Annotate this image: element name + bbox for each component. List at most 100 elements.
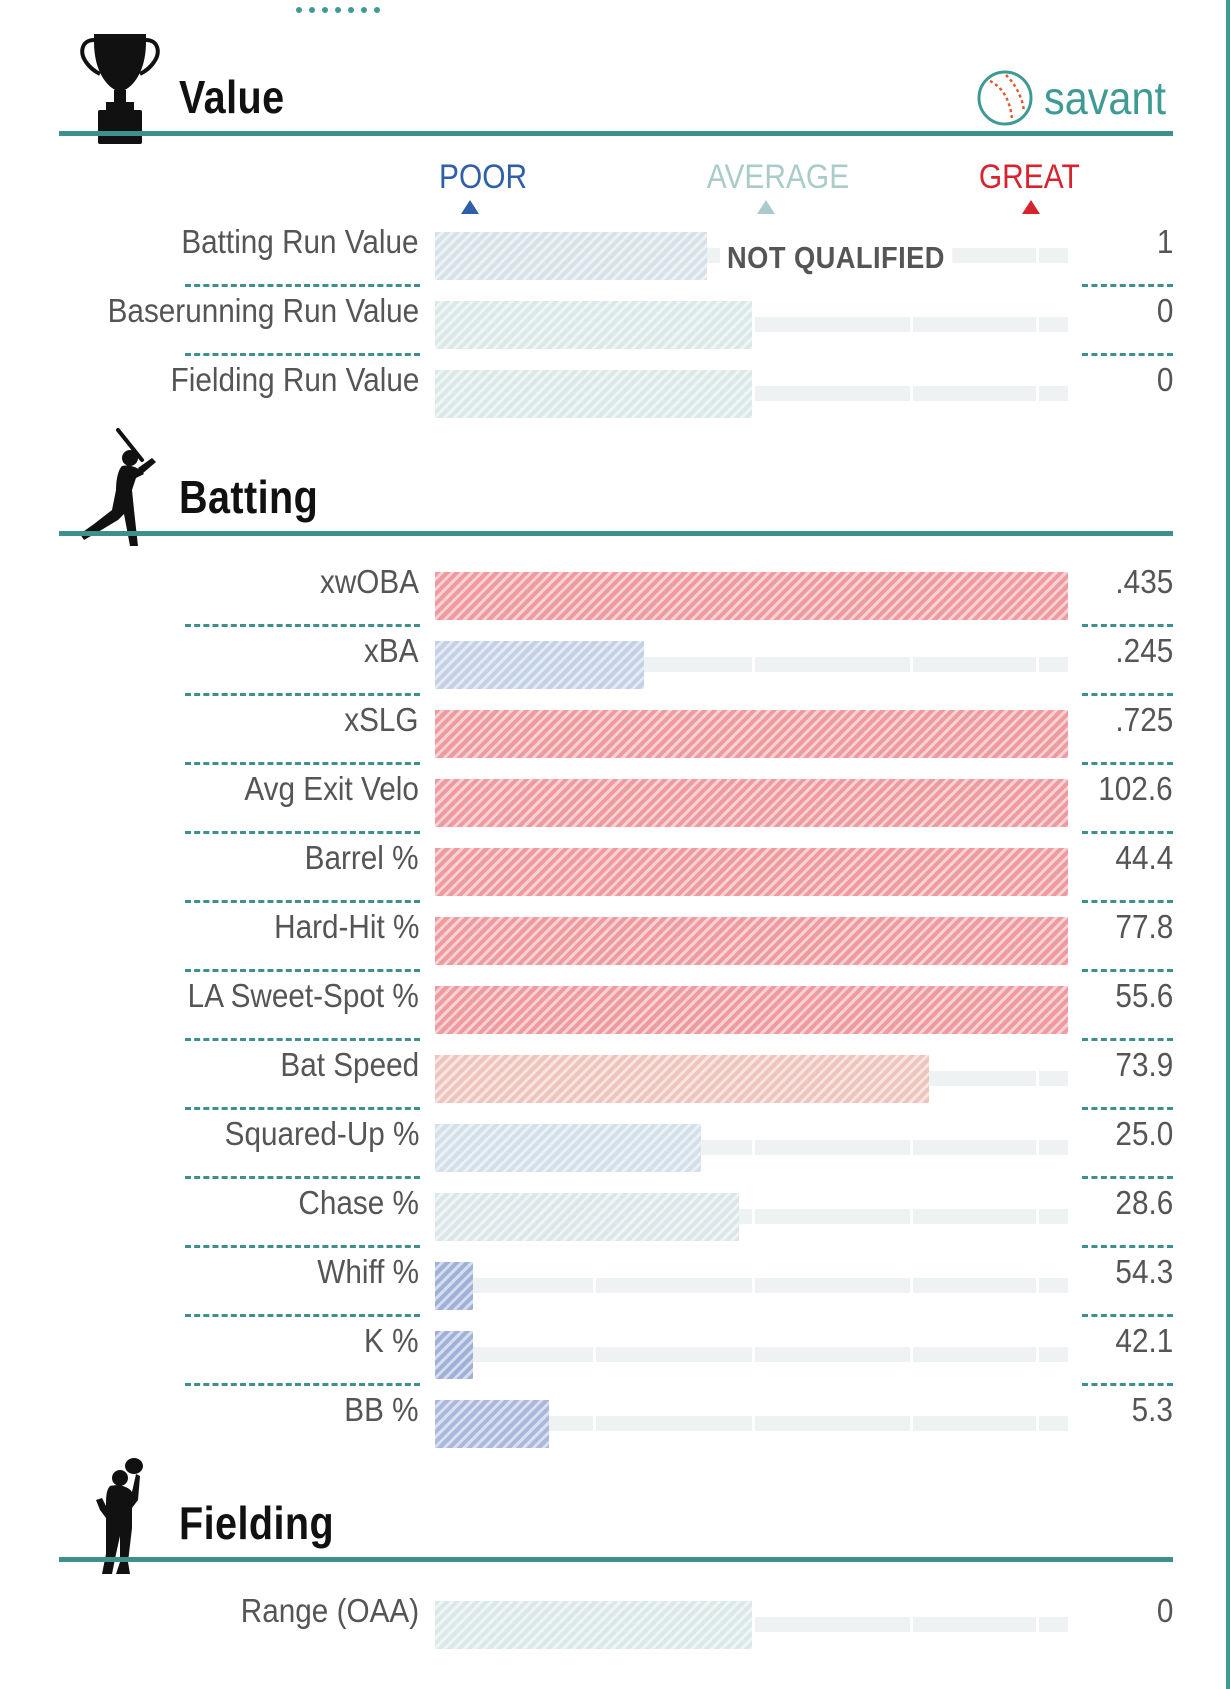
section-divider-batting	[59, 531, 1173, 536]
metric-label: xSLG	[344, 701, 419, 738]
row-divider	[185, 762, 420, 765]
metric-value: 0	[1156, 292, 1173, 329]
scale-marker-average	[757, 200, 775, 214]
bar-track-tick	[910, 317, 913, 332]
row-divider	[185, 969, 420, 972]
row-divider	[1082, 900, 1173, 903]
bar-track-tick	[752, 657, 755, 672]
percentile-bar	[435, 1193, 1068, 1241]
percentile-bar	[435, 370, 1068, 418]
section-divider-fielding	[59, 1557, 1173, 1562]
row-divider	[1082, 969, 1173, 972]
row-divider	[1082, 762, 1173, 765]
bar-fill	[435, 1124, 701, 1172]
bar-track-tick	[910, 1617, 913, 1632]
metric-label: Hard-Hit %	[273, 908, 419, 945]
metric-row-whiff-pct: Whiff % 54.3	[0, 1245, 1230, 1314]
percentile-bar: NOT QUALIFIED	[435, 232, 1068, 280]
metric-value: 1	[1156, 223, 1173, 260]
row-divider	[1082, 1107, 1173, 1110]
bar-fill	[435, 779, 1068, 827]
metric-row-squared-up-pct: Squared-Up % 25.0	[0, 1107, 1230, 1176]
savant-logo[interactable]: savant	[976, 66, 1180, 130]
bar-fill	[435, 301, 752, 349]
bar-fill	[435, 232, 707, 280]
percentile-bar	[435, 1601, 1068, 1649]
section-title-fielding: Fielding	[179, 1497, 335, 1549]
bar-track-tick	[593, 1278, 596, 1293]
bar-track-tick	[752, 1209, 755, 1224]
row-divider	[185, 831, 420, 834]
bar-track-tick	[1036, 317, 1039, 332]
percentile-bar	[435, 710, 1068, 758]
bar-track-tick	[1036, 248, 1039, 263]
metric-row-k-pct: K % 42.1	[0, 1314, 1230, 1383]
row-divider	[1082, 1176, 1173, 1179]
scale-label-average: AVERAGE	[706, 158, 850, 196]
percentile-bar	[435, 1331, 1068, 1379]
metric-row-xba: xBA .245	[0, 624, 1230, 693]
bar-fill	[435, 641, 644, 689]
bar-fill	[435, 1601, 752, 1649]
bar-track-tick	[1036, 1140, 1039, 1155]
metric-value: 25.0	[1115, 1115, 1173, 1152]
percentile-bar	[435, 641, 1068, 689]
metric-value: 0	[1156, 1592, 1173, 1629]
metric-value: 54.3	[1115, 1253, 1173, 1290]
row-divider	[185, 1383, 420, 1386]
metric-value: 102.6	[1098, 770, 1173, 807]
scale-marker-poor	[461, 200, 479, 214]
bar-fill	[435, 1193, 739, 1241]
metric-label: Whiff %	[317, 1253, 419, 1290]
percentile-bar	[435, 917, 1068, 965]
section-title-value: Value	[179, 71, 285, 123]
bar-track-tick	[1036, 657, 1039, 672]
row-divider	[185, 693, 420, 696]
metric-value: 5.3	[1131, 1391, 1173, 1428]
percentile-bar	[435, 301, 1068, 349]
metric-row-xslg: xSLG .725	[0, 693, 1230, 762]
percentile-bar	[435, 779, 1068, 827]
metric-label: K %	[364, 1322, 419, 1359]
metric-label: Range (OAA)	[240, 1592, 419, 1629]
metric-value: .245	[1115, 632, 1173, 669]
row-divider	[185, 624, 420, 627]
bar-track-tick	[910, 1347, 913, 1362]
row-divider	[1082, 1314, 1173, 1317]
metric-row-barrel-pct: Barrel % 44.4	[0, 831, 1230, 900]
bar-track-tick	[910, 1209, 913, 1224]
scale-label-great: GREAT	[978, 158, 1080, 196]
row-divider	[1082, 1245, 1173, 1248]
bar-fill	[435, 917, 1068, 965]
row-divider	[1082, 693, 1173, 696]
page-edge-rule	[1226, 0, 1230, 1689]
percentile-bar	[435, 1055, 1068, 1103]
row-divider	[1082, 624, 1173, 627]
bar-track-tick	[1036, 386, 1039, 401]
metric-row-bb-pct: BB % 5.3	[0, 1383, 1230, 1452]
bar-fill	[435, 572, 1068, 620]
metric-label: Squared-Up %	[224, 1115, 419, 1152]
metric-label: BB %	[344, 1391, 419, 1428]
bar-track-tick	[752, 317, 755, 332]
percentile-bar	[435, 1124, 1068, 1172]
metric-row-range-oaa: Range (OAA) 0	[0, 1584, 1230, 1653]
metric-value: 0	[1156, 361, 1173, 398]
row-divider	[185, 1107, 420, 1110]
bar-track-tick	[910, 1278, 913, 1293]
bar-track-tick	[593, 1416, 596, 1431]
metric-row-fielding-run-value: Fielding Run Value 0	[0, 353, 1230, 422]
metric-value: 55.6	[1115, 977, 1173, 1014]
percentile-bar	[435, 572, 1068, 620]
row-divider	[185, 1038, 420, 1041]
metric-value: 77.8	[1115, 908, 1173, 945]
metric-label: xBA	[364, 632, 419, 669]
fielder-icon	[96, 1458, 143, 1574]
row-divider	[185, 1245, 420, 1248]
bar-fill	[435, 370, 752, 418]
metric-row-avg-exit-velo: Avg Exit Velo 102.6	[0, 762, 1230, 831]
row-divider	[185, 353, 420, 356]
savant-wordmark: savant	[1044, 72, 1166, 124]
metric-label: xwOBA	[319, 563, 419, 600]
metric-value: 73.9	[1115, 1046, 1173, 1083]
